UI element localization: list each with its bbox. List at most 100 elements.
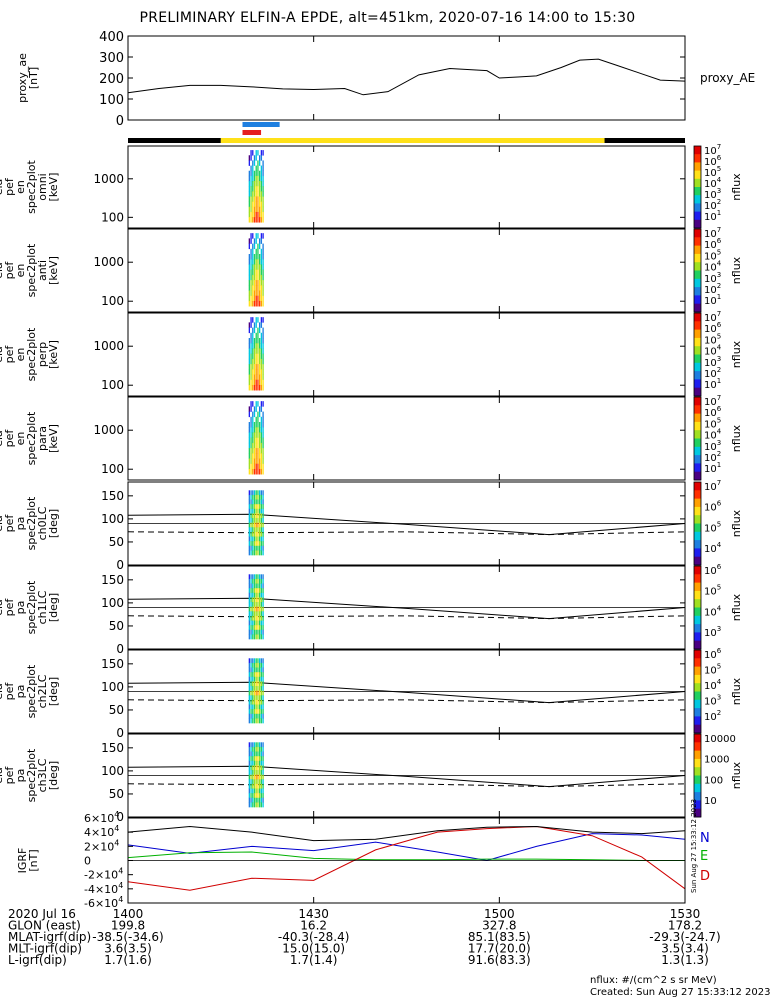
heatmap-cell-pa_ch2 <box>250 718 252 724</box>
colorbar-swatch-pa_ch0 <box>694 544 701 547</box>
colorbar-swatch-pa_ch1 <box>694 630 701 633</box>
colorbar-swatch-spec_omni <box>694 154 701 157</box>
heatmap-cell-spec_omni <box>253 155 256 161</box>
colorbar-swatch-pa_ch1 <box>694 624 701 627</box>
heatmap-cell-spec_omni <box>250 165 252 172</box>
heatmap-cell-pa_ch0 <box>250 550 252 556</box>
heatmap-cell-pa_ch2 <box>250 667 252 673</box>
heatmap-cell-pa_ch3 <box>258 765 261 771</box>
footer-value-1-0: 199.8 <box>111 919 145 933</box>
heatmap-cell-spec_omni <box>252 191 254 197</box>
heatmap-cell-spec_omni <box>258 206 261 213</box>
colorbar-swatch-pa_ch2 <box>694 699 701 703</box>
heatmap-cell-spec_omni <box>260 196 263 202</box>
colorbar-swatch-pa_ch3 <box>694 779 701 783</box>
heatmap-cell-spec_para <box>257 427 259 433</box>
colorbar-swatch-spec_para <box>694 438 701 442</box>
heatmap-cell-pa_ch0 <box>252 545 254 551</box>
heatmap-cell-spec_anti <box>252 274 254 281</box>
heatmap-cell-pa_ch2 <box>250 704 252 710</box>
colorbar-swatch-spec_anti <box>694 262 701 265</box>
heatmap-cell-pa_ch1 <box>250 629 252 635</box>
ylabel-pa_ch1-5: [deg] <box>47 593 60 622</box>
heatmap-cell-pa_ch0 <box>262 527 264 533</box>
heatmap-cell-pa_ch3 <box>262 765 264 771</box>
heatmap-cell-pa_ch2 <box>262 686 264 691</box>
colorbar-tick-spec_para: 103 <box>704 439 721 453</box>
heatmap-cell-pa_ch1 <box>253 578 256 584</box>
heatmap-cell-pa_ch2 <box>255 704 257 710</box>
heatmap-cell-pa_ch3 <box>255 783 257 789</box>
heatmap-cell-pa_ch0 <box>248 518 251 523</box>
heatmap-cell-pa_ch1 <box>255 606 257 612</box>
heatmap-cell-pa_ch0 <box>252 504 254 510</box>
colorbar-swatch-pa_ch1 <box>694 607 701 611</box>
heatmap-cell-spec_para <box>260 427 263 433</box>
heatmap-cell-pa_ch2 <box>248 704 251 710</box>
heatmap-cell-spec_perp <box>262 364 264 370</box>
heatmap-cell-spec_omni <box>248 181 251 187</box>
ylabel-spec_omni-3: spec2plot <box>25 160 38 214</box>
heatmap-cell-spec_omni <box>257 175 259 182</box>
heatmap-cell-spec_para <box>258 458 261 465</box>
colorbar-swatch-spec_perp <box>694 319 701 322</box>
footer-created: Created: Sun Aug 27 15:33:12 2023 <box>590 987 771 998</box>
heatmap-cell-spec_perp <box>252 379 254 386</box>
heatmap-cell-pa_ch2 <box>252 713 254 719</box>
heatmap-cell-spec_perp <box>252 384 254 391</box>
heatmap-cell-pa_ch1 <box>262 597 264 603</box>
heatmap-cell-pa_ch1 <box>252 588 254 594</box>
heatmap-cell-spec_perp <box>255 343 257 349</box>
heatmap-cell-spec_anti <box>257 269 259 276</box>
heatmap-cell-pa_ch1 <box>255 602 257 607</box>
heatmap-cell-pa_ch2 <box>250 676 252 682</box>
heatmap-cell-pa_ch0 <box>253 541 256 547</box>
heatmap-cell-pa_ch1 <box>262 620 264 626</box>
heatmap-cell-pa_ch1 <box>252 592 254 598</box>
heatmap-cell-pa_ch0 <box>248 522 251 528</box>
colorbar-label-pa_ch3: nflux <box>730 761 743 789</box>
ytick-label-igrf: -4×104 <box>84 881 123 896</box>
ytick-label-pa_ch2: 150 <box>101 657 124 671</box>
heatmap-cell-spec_anti <box>252 233 254 239</box>
heatmap-cell-spec_anti <box>260 264 263 270</box>
heatmap-cell-spec_para <box>252 453 254 459</box>
heatmap-cell-spec_perp <box>260 364 263 370</box>
ylabel-pa_ch3-0: ela <box>0 767 5 784</box>
colorbar-swatch-pa_ch3 <box>694 792 701 795</box>
heatmap-cell-spec_anti <box>255 295 257 302</box>
colorbar-swatch-pa_ch0 <box>694 529 701 533</box>
colorbar-label-pa_ch1: nflux <box>730 593 743 621</box>
heatmap-cell-spec_anti <box>250 259 252 265</box>
heatmap-cell-spec_perp <box>250 358 252 365</box>
heatmap-cell-spec_para <box>252 411 254 418</box>
heatmap-cell-spec_omni <box>255 175 257 182</box>
colorbar-swatch-spec_omni <box>694 146 701 149</box>
heatmap-cell-spec_perp <box>258 364 261 370</box>
heatmap-cell-pa_ch1 <box>258 578 261 584</box>
heatmap-cell-spec_para <box>248 432 251 438</box>
colorbar-swatch-pa_ch1 <box>694 605 701 608</box>
heatmap-cell-spec_para <box>248 448 251 454</box>
heatmap-cell-pa_ch1 <box>253 574 256 580</box>
heatmap-cell-spec_perp <box>260 338 263 344</box>
heatmap-cell-spec_perp <box>260 384 263 391</box>
heatmap-cell-pa_ch3 <box>255 756 257 762</box>
colorbar-swatch-spec_omni <box>694 162 701 165</box>
heatmap-cell-spec_para <box>252 437 254 444</box>
ylabel-spec_anti-2: en <box>14 264 27 278</box>
heatmap-cell-pa_ch3 <box>257 788 259 794</box>
heatmap-cell-spec_omni <box>262 201 264 208</box>
heatmap-cell-pa_ch1 <box>250 634 252 640</box>
heatmap-cell-pa_ch0 <box>258 513 261 519</box>
heatmap-cell-pa_ch3 <box>260 779 263 785</box>
ytick-label-spec_anti: 100 <box>101 294 124 308</box>
ytick-label-proxy_ae: 400 <box>99 30 124 45</box>
colorbar-swatch-pa_ch1 <box>694 617 701 621</box>
heatmap-cell-spec_perp <box>262 338 264 344</box>
heatmap-cell-pa_ch2 <box>257 658 259 664</box>
heatmap-cell-spec_omni <box>258 160 261 166</box>
heatmap-cell-spec_perp <box>262 384 264 391</box>
ylabel-pa_ch0-4: ch0LC <box>36 506 49 540</box>
heatmap-cell-pa_ch2 <box>255 667 257 673</box>
